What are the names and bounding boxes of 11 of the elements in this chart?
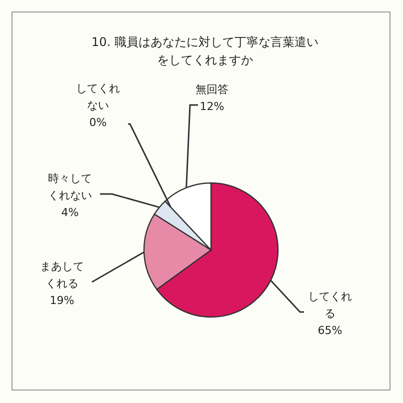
data-label: 65%: [318, 324, 342, 337]
data-label: 12%: [200, 100, 224, 113]
slice-label: 無回答: [196, 83, 228, 96]
category-label: してくれない: [76, 82, 120, 112]
slice-label: してくれる: [308, 290, 352, 320]
data-label: 19%: [50, 294, 74, 307]
data-label: 4%: [61, 206, 79, 219]
chart-title: 10. 職員はあなたに対して丁寧な言葉遣いをしてくれますか: [92, 35, 318, 67]
slice-label: 時々してくれない: [48, 172, 92, 202]
slice-label: まあしてくれる: [40, 260, 84, 290]
text: 0%: [89, 116, 107, 129]
